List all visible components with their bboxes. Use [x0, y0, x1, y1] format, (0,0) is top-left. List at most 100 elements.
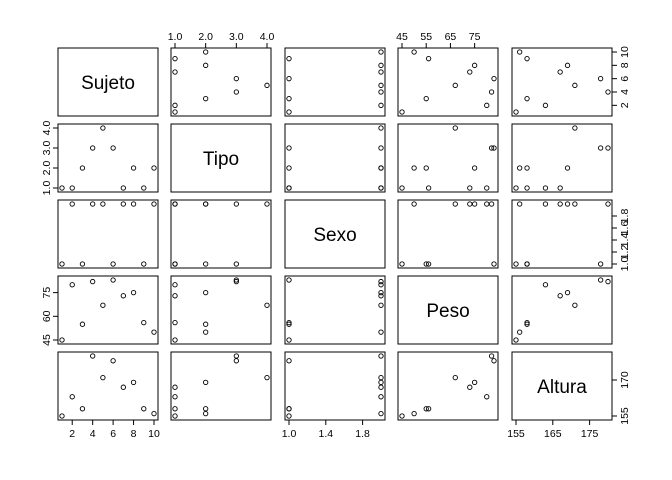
point-tipo-vs-sujeto-2 [69, 185, 75, 191]
point-peso-vs-tipo-5 [264, 302, 270, 308]
point-tipo-vs-sujeto-7 [120, 185, 126, 191]
point-peso-vs-sujeto-3 [79, 321, 86, 327]
tick-label-right-sexo-3: 1.4 [619, 233, 631, 248]
point-tipo-vs-peso-7 [467, 185, 473, 191]
point-tipo-vs-altura-6 [597, 145, 604, 151]
point-tipo-vs-sujeto-6 [110, 145, 116, 151]
panel-peso-sujeto [57, 275, 159, 345]
point-altura-vs-tipo-1 [172, 413, 178, 419]
point-peso-vs-sujeto-1 [59, 337, 65, 343]
point-altura-vs-sexo-9 [286, 406, 292, 412]
point-tipo-vs-altura-8 [564, 165, 571, 171]
tick-label-right-sujeto-2: 4 [619, 89, 631, 95]
point-sujeto-vs-altura-7 [557, 69, 563, 75]
point-altura-vs-sexo-7 [378, 384, 384, 390]
point-peso-vs-sexo-4 [378, 278, 384, 285]
point-tipo-vs-peso-10 [411, 165, 417, 171]
point-tipo-vs-peso-1 [399, 185, 405, 191]
panel-sujeto-altura [511, 47, 613, 117]
point-sexo-vs-sujeto-8 [130, 201, 137, 207]
point-altura-vs-peso-10 [411, 410, 417, 417]
point-sujeto-vs-altura-1 [513, 109, 519, 115]
point-sujeto-vs-tipo-6 [233, 76, 239, 82]
point-tipo-vs-sexo-10 [378, 165, 384, 171]
point-sujeto-vs-altura-8 [564, 62, 571, 68]
diagonal-label-sujeto: Sujeto [81, 73, 135, 94]
point-tipo-vs-altura-1 [513, 185, 519, 191]
point-altura-vs-peso-1 [399, 413, 405, 419]
point-tipo-vs-peso-8 [471, 165, 478, 171]
point-sexo-vs-altura-5 [572, 201, 578, 207]
point-sexo-vs-sujeto-9 [141, 261, 147, 267]
point-altura-vs-sexo-8 [378, 379, 384, 386]
point-sexo-vs-peso-2 [484, 201, 490, 207]
point-sujeto-vs-altura-6 [597, 76, 604, 82]
point-sujeto-vs-peso-8 [471, 62, 478, 68]
point-tipo-vs-sujeto-10 [151, 165, 157, 171]
point-peso-vs-sujeto-2 [69, 282, 75, 288]
point-peso-vs-altura-4 [605, 278, 611, 285]
point-altura-vs-sujeto-4 [90, 353, 96, 359]
tick-label-left-tipo-2: 2.0 [41, 161, 53, 176]
point-peso-vs-altura-8 [564, 289, 571, 296]
tick-label-left-peso-1: 45 [41, 334, 53, 346]
point-tipo-vs-sexo-9 [286, 185, 292, 191]
point-altura-vs-peso-9 [425, 406, 432, 412]
panel-sexo-tipo [170, 199, 272, 269]
tick-label-right-sexo-4: 1.6 [619, 221, 631, 236]
point-sujeto-vs-altura-10 [517, 49, 523, 55]
panel-sujeto-sujeto [57, 47, 159, 117]
point-sujeto-vs-altura-5 [572, 82, 578, 88]
diagonal-label-altura: Altura [537, 377, 587, 398]
panel-tipo-tipo [170, 123, 272, 193]
panel-altura-sujeto [57, 351, 159, 421]
point-peso-vs-sexo-7 [378, 293, 384, 299]
point-sexo-vs-tipo-6 [233, 261, 239, 267]
tick-label-top-tipo-2: 2.0 [198, 31, 213, 43]
panel-sujeto-peso [397, 47, 499, 117]
tick-label-left-tipo-1: 1.0 [41, 181, 53, 196]
point-altura-vs-tipo-9 [172, 406, 178, 412]
point-altura-vs-sexo-2 [378, 394, 384, 400]
tick-label-bottom-sujeto-2: 4 [90, 428, 96, 440]
point-tipo-vs-sujeto-9 [141, 185, 147, 191]
point-peso-vs-sujeto-5 [100, 302, 106, 308]
point-sujeto-vs-altura-3 [524, 96, 530, 102]
tick-label-bottom-sujeto-3: 6 [110, 428, 116, 440]
point-peso-vs-sexo-5 [378, 302, 384, 308]
tick-label-right-sexo-1: 1.0 [619, 257, 631, 272]
tick-label-top-peso-2: 55 [420, 31, 432, 43]
point-sujeto-vs-tipo-9 [172, 56, 178, 62]
point-sujeto-vs-sexo-2 [378, 102, 384, 108]
diagonal-label-peso: Peso [426, 301, 469, 322]
tick-label-right-sujeto-4: 8 [619, 62, 631, 68]
point-sexo-vs-peso-7 [467, 201, 473, 207]
point-sujeto-vs-peso-5 [452, 82, 458, 88]
point-peso-vs-altura-9 [524, 319, 530, 326]
tick-label-bottom-sexo-2: 1.4 [318, 428, 333, 440]
point-peso-vs-sexo-6 [286, 277, 292, 283]
point-altura-vs-sujeto-10 [151, 410, 157, 417]
panel-altura-tipo [170, 351, 272, 421]
point-sujeto-vs-tipo-3 [203, 96, 209, 102]
point-altura-vs-sexo-6 [286, 358, 292, 364]
point-peso-vs-tipo-9 [172, 319, 178, 326]
point-sujeto-vs-sexo-4 [378, 89, 384, 95]
point-altura-vs-sujeto-7 [120, 384, 126, 390]
panel-sujeto-tipo [170, 47, 272, 117]
point-sexo-vs-altura-9 [524, 261, 530, 267]
point-sexo-vs-tipo-10 [203, 201, 209, 207]
point-sujeto-vs-peso-2 [484, 102, 490, 108]
point-peso-vs-sexo-8 [378, 289, 384, 296]
point-altura-vs-sexo-4 [378, 353, 384, 359]
point-altura-vs-sujeto-2 [69, 394, 75, 400]
point-sujeto-vs-altura-9 [524, 56, 530, 62]
point-tipo-vs-sexo-6 [286, 145, 292, 151]
point-peso-vs-tipo-4 [233, 278, 239, 285]
tick-label-right-sexo-5: 1.8 [619, 209, 631, 224]
point-peso-vs-altura-3 [524, 321, 530, 327]
point-peso-vs-sexo-2 [378, 282, 384, 288]
point-tipo-vs-peso-5 [452, 125, 458, 131]
point-sexo-vs-sujeto-10 [151, 201, 157, 207]
